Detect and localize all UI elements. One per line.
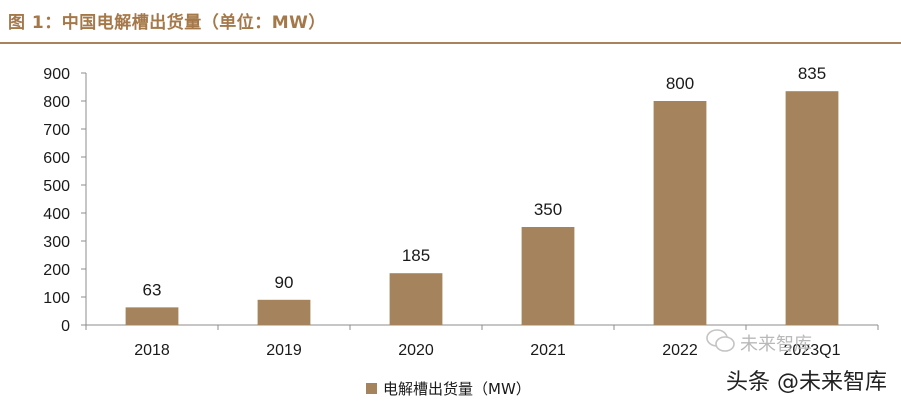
data-label: 350: [534, 200, 562, 219]
labels: 63 2018 90 2019 185 2020 350 2021 800 2022 835 2023…: [134, 64, 840, 359]
x-tick-label: 2022: [662, 342, 698, 359]
bar: [389, 273, 443, 325]
x-tick-label: 2019: [266, 342, 302, 359]
bars: [125, 91, 839, 325]
data-label: 800: [666, 74, 694, 93]
bar: [125, 307, 179, 325]
y-tick-label: 700: [43, 122, 70, 139]
x-tick-label: 2018: [134, 342, 170, 359]
bar: [653, 101, 707, 325]
y-tick-label: 900: [43, 66, 70, 83]
x-tick-label: 2020: [398, 342, 434, 359]
data-label: 63: [143, 280, 162, 299]
watermark-faint: 未来智库: [740, 334, 812, 355]
wechat-icon: [706, 329, 735, 352]
legend-swatch: [366, 383, 377, 394]
y-tick-label: 100: [43, 290, 70, 307]
title-divider: [0, 42, 901, 44]
x-tick-label: 2023Q1: [784, 342, 841, 359]
data-label: 835: [798, 64, 826, 83]
bar: [257, 299, 311, 325]
x-tick-label: 2021: [530, 342, 566, 359]
data-label: 90: [275, 273, 294, 292]
watermark: 头条 @未来智库: [726, 370, 887, 395]
y-tick-label: 600: [43, 150, 70, 167]
axes: 0 100 200 300 400 500 600 700 800 900: [43, 66, 879, 335]
data-label: 185: [402, 246, 430, 265]
y-tick-label: 400: [43, 206, 70, 223]
legend-label: 电解槽出货量（MW）: [383, 380, 531, 398]
bar: [785, 91, 839, 325]
bar: [521, 227, 575, 325]
y-tick-label: 500: [43, 178, 70, 195]
y-tick-label: 800: [43, 94, 70, 111]
y-tick-label: 300: [43, 234, 70, 251]
chart-title: 图 1：中国电解槽出货量（单位：MW）: [8, 13, 326, 33]
y-tick-label: 0: [61, 318, 70, 335]
legend: 电解槽出货量（MW）: [366, 378, 531, 399]
y-tick-label: 200: [43, 262, 70, 279]
